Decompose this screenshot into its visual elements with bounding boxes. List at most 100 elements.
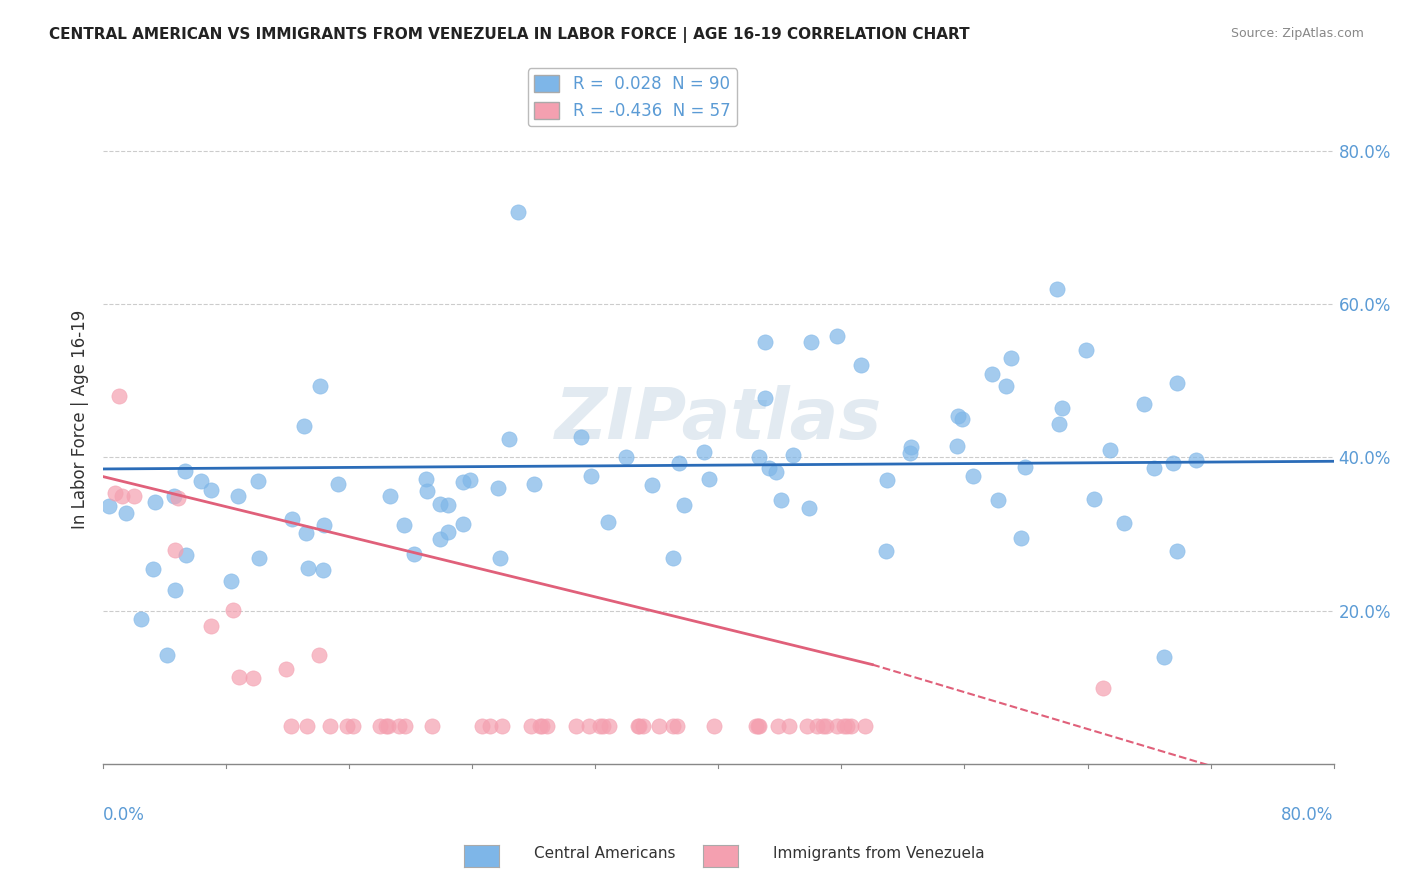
Point	[156, 648, 179, 663]
Point	[811, 719, 834, 733]
Point	[295, 525, 318, 540]
Point	[312, 563, 335, 577]
Point	[815, 719, 838, 733]
Point	[491, 719, 513, 733]
Point	[697, 472, 720, 486]
Point	[1052, 401, 1074, 415]
Point	[778, 719, 800, 733]
Point	[429, 497, 451, 511]
Point	[143, 494, 166, 508]
Point	[825, 719, 848, 733]
Point	[394, 719, 416, 733]
Point	[336, 719, 359, 733]
Point	[598, 515, 620, 529]
Y-axis label: In Labor Force | Age 16-19: In Labor Force | Age 16-19	[72, 310, 89, 529]
Point	[104, 485, 127, 500]
Point	[668, 456, 690, 470]
Point	[328, 476, 350, 491]
Point	[142, 562, 165, 576]
Point	[111, 489, 134, 503]
Text: Central Americans: Central Americans	[534, 846, 676, 861]
Point	[498, 432, 520, 446]
Point	[1047, 417, 1070, 432]
Point	[745, 719, 768, 733]
Point	[368, 719, 391, 733]
Point	[1046, 282, 1069, 296]
Point	[295, 719, 318, 733]
Point	[800, 335, 823, 350]
Point	[796, 719, 818, 733]
Point	[588, 719, 610, 733]
Point	[987, 492, 1010, 507]
Legend: R =  0.028  N = 90, R = -0.436  N = 57: R = 0.028 N = 90, R = -0.436 N = 57	[527, 69, 737, 127]
Point	[1014, 459, 1036, 474]
Point	[247, 550, 270, 565]
Point	[429, 532, 451, 546]
Point	[1010, 531, 1032, 545]
Point	[508, 205, 530, 219]
Point	[122, 489, 145, 503]
Point	[648, 719, 671, 733]
Point	[222, 603, 245, 617]
Point	[765, 465, 787, 479]
Point	[167, 491, 190, 506]
Point	[294, 418, 316, 433]
Point	[200, 483, 222, 497]
Point	[478, 719, 501, 733]
Point	[281, 511, 304, 525]
Point	[115, 506, 138, 520]
Point	[174, 464, 197, 478]
Point	[673, 499, 696, 513]
Point	[404, 548, 426, 562]
Point	[841, 719, 863, 733]
Point	[1099, 443, 1122, 458]
Point	[703, 719, 725, 733]
Point	[571, 429, 593, 443]
Point	[640, 478, 662, 492]
Point	[754, 391, 776, 405]
Point	[962, 469, 984, 483]
Point	[415, 472, 437, 486]
Point	[799, 501, 821, 516]
Point	[628, 719, 651, 733]
Point	[875, 543, 897, 558]
Point	[748, 450, 770, 465]
Point	[758, 461, 780, 475]
Point	[578, 719, 600, 733]
Point	[165, 583, 187, 598]
Point	[853, 719, 876, 733]
Point	[1083, 491, 1105, 506]
Point	[246, 474, 269, 488]
Point	[806, 719, 828, 733]
Point	[162, 489, 184, 503]
Point	[529, 719, 551, 733]
Point	[228, 670, 250, 684]
Point	[1091, 681, 1114, 695]
Point	[226, 489, 249, 503]
Point	[747, 719, 769, 733]
Point	[437, 499, 460, 513]
Point	[661, 550, 683, 565]
Point	[530, 719, 553, 733]
Point	[579, 468, 602, 483]
Point	[422, 719, 444, 733]
Point	[565, 719, 588, 733]
Point	[165, 542, 187, 557]
Point	[374, 719, 396, 733]
Point	[766, 719, 789, 733]
Point	[1132, 397, 1154, 411]
Point	[900, 446, 922, 460]
Point	[825, 328, 848, 343]
Point	[849, 358, 872, 372]
Point	[451, 475, 474, 489]
Point	[592, 719, 614, 733]
Text: 0.0%: 0.0%	[103, 805, 145, 823]
Point	[392, 518, 415, 533]
Point	[377, 719, 399, 733]
Point	[627, 719, 650, 733]
Text: Immigrants from Venezuela: Immigrants from Venezuela	[773, 846, 986, 861]
Point	[378, 489, 401, 503]
Point	[1143, 461, 1166, 475]
Point	[946, 438, 969, 452]
Text: ZIPatlas: ZIPatlas	[555, 384, 882, 454]
